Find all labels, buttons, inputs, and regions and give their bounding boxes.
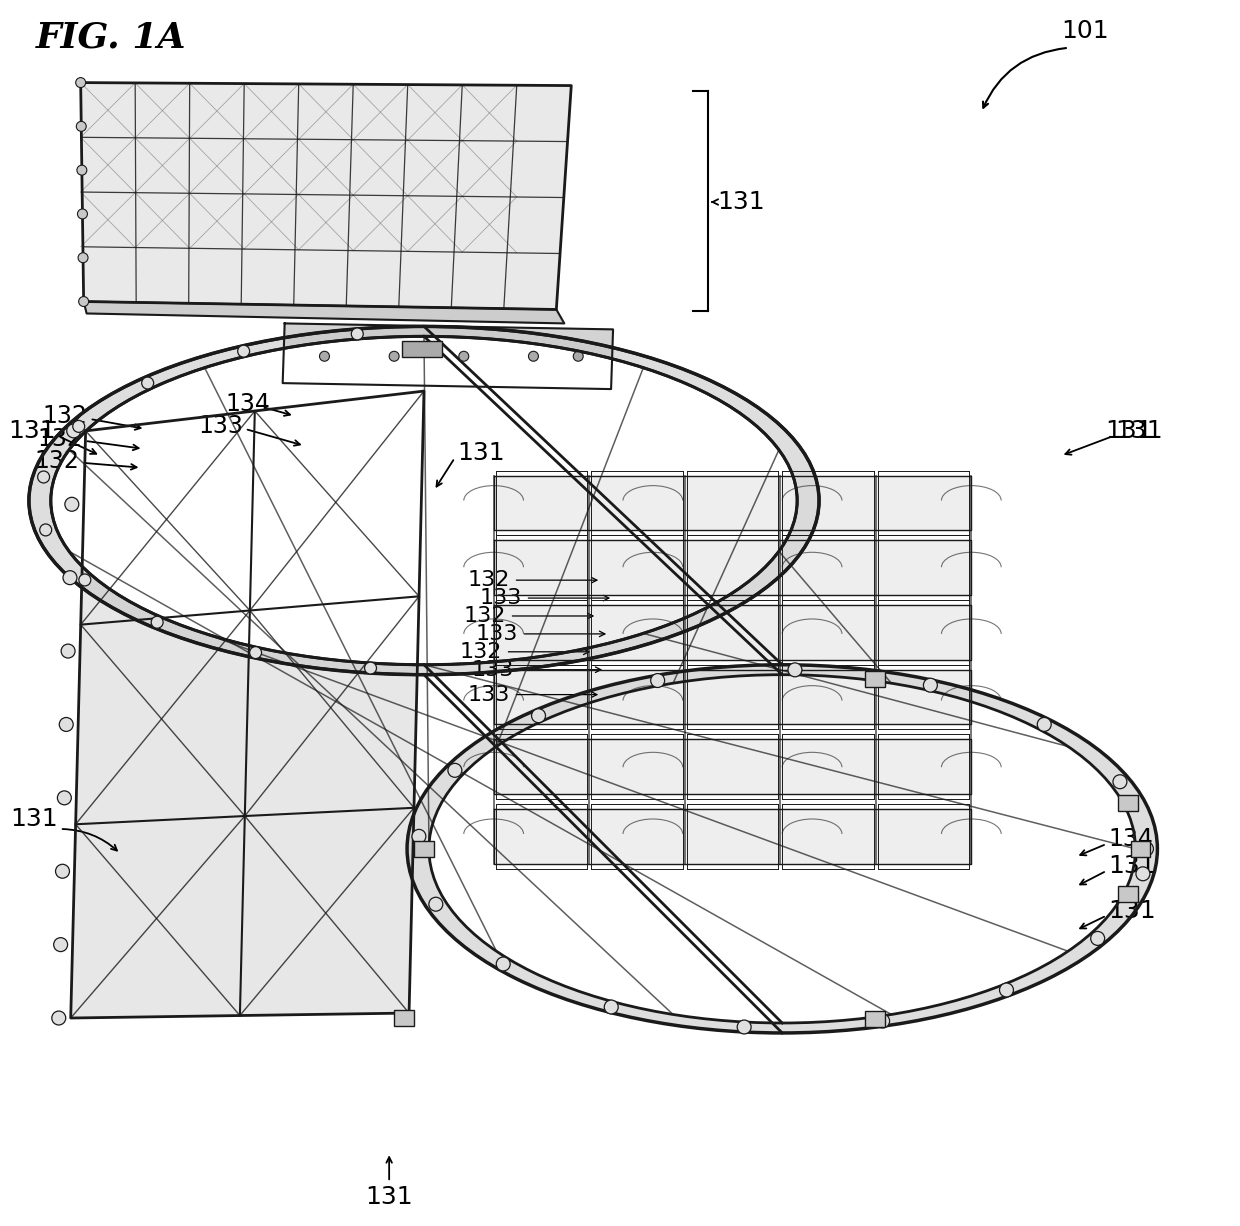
Circle shape (77, 121, 87, 131)
Circle shape (37, 471, 50, 483)
Text: 132: 132 (37, 427, 83, 451)
Polygon shape (51, 336, 797, 664)
Circle shape (151, 617, 164, 628)
Circle shape (63, 571, 77, 585)
Bar (414, 841, 434, 857)
Text: 132: 132 (467, 570, 510, 590)
Text: 131: 131 (718, 190, 765, 215)
Text: 131: 131 (366, 1186, 413, 1209)
Polygon shape (81, 82, 572, 309)
Bar (1131, 841, 1151, 857)
Text: 131: 131 (1109, 899, 1156, 922)
Circle shape (77, 208, 88, 219)
Polygon shape (494, 739, 971, 794)
Text: 101: 101 (1061, 18, 1109, 43)
Circle shape (56, 864, 69, 878)
Polygon shape (494, 669, 971, 725)
Bar (866, 1011, 885, 1027)
Circle shape (320, 352, 330, 362)
Circle shape (528, 352, 538, 362)
Text: 131: 131 (9, 419, 56, 443)
Text: 133: 133 (467, 684, 510, 705)
Circle shape (78, 297, 88, 306)
Circle shape (1140, 842, 1153, 856)
Circle shape (999, 983, 1013, 997)
Circle shape (412, 829, 425, 843)
Circle shape (365, 662, 377, 674)
Circle shape (67, 424, 81, 438)
Text: 132: 132 (464, 606, 506, 626)
Circle shape (77, 166, 87, 175)
Bar (1118, 886, 1138, 902)
Circle shape (40, 524, 52, 536)
Circle shape (238, 346, 249, 357)
Polygon shape (283, 324, 613, 389)
Circle shape (389, 352, 399, 362)
Circle shape (141, 378, 154, 389)
Polygon shape (494, 476, 971, 531)
Text: 132: 132 (35, 449, 79, 473)
Text: FIG. 1A: FIG. 1A (36, 21, 186, 55)
Text: 132: 132 (459, 641, 502, 662)
Circle shape (52, 1011, 66, 1025)
Circle shape (61, 644, 76, 658)
Circle shape (1091, 932, 1105, 945)
Circle shape (924, 678, 937, 693)
Polygon shape (407, 664, 1157, 1034)
Circle shape (78, 253, 88, 262)
Polygon shape (494, 606, 971, 660)
Text: 134: 134 (1109, 826, 1153, 851)
Circle shape (1136, 867, 1149, 880)
Circle shape (604, 1000, 619, 1014)
Circle shape (1038, 717, 1052, 732)
Text: 131: 131 (456, 441, 505, 465)
Circle shape (738, 1020, 751, 1034)
Text: 133: 133 (475, 624, 517, 644)
Circle shape (875, 1014, 889, 1027)
Text: 133: 133 (198, 414, 243, 438)
Circle shape (429, 897, 443, 911)
Circle shape (73, 421, 84, 433)
Circle shape (76, 77, 86, 87)
Circle shape (249, 646, 262, 658)
Circle shape (64, 498, 79, 511)
Circle shape (651, 673, 665, 688)
Circle shape (57, 791, 72, 804)
Circle shape (573, 352, 583, 362)
Text: 133: 133 (471, 660, 513, 679)
Circle shape (1114, 775, 1127, 788)
Text: 131: 131 (1116, 419, 1163, 443)
Circle shape (532, 709, 546, 722)
Text: 131: 131 (10, 807, 58, 831)
Text: 132: 132 (42, 403, 88, 428)
Circle shape (351, 329, 363, 340)
Polygon shape (83, 302, 564, 324)
Bar (866, 671, 885, 687)
Bar (394, 1010, 414, 1026)
Polygon shape (29, 326, 820, 674)
Polygon shape (494, 809, 971, 864)
Polygon shape (429, 674, 1136, 1022)
Circle shape (60, 717, 73, 732)
Circle shape (496, 958, 510, 971)
Circle shape (787, 663, 802, 677)
Polygon shape (71, 391, 424, 1018)
Text: 131: 131 (1106, 419, 1153, 443)
Text: 133: 133 (479, 588, 522, 608)
Text: 131: 131 (1109, 853, 1156, 878)
Polygon shape (494, 541, 971, 595)
Bar (1118, 796, 1138, 812)
Circle shape (79, 574, 91, 586)
Circle shape (53, 938, 68, 951)
Text: 134: 134 (224, 392, 270, 416)
Circle shape (459, 352, 469, 362)
Bar (402, 341, 441, 357)
Circle shape (448, 764, 461, 777)
